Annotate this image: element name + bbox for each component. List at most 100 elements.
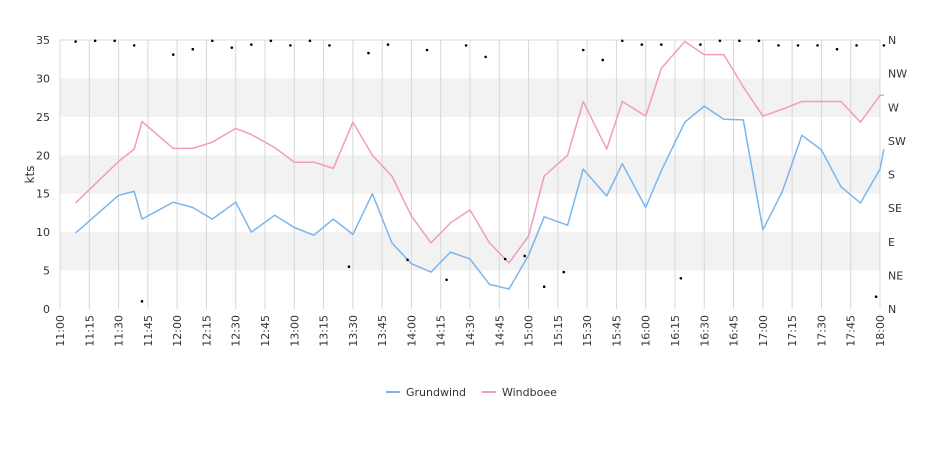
direction-point [250, 43, 253, 46]
x-tick-label: 14:00 [405, 315, 418, 347]
y-tick-label: 30 [36, 72, 50, 85]
direction-point [562, 270, 566, 274]
x-tick-label: 17:15 [786, 315, 799, 347]
direction-point [445, 278, 448, 282]
x-tick-label: 15:15 [552, 315, 565, 347]
direction-point [171, 53, 175, 56]
direction-point [620, 39, 624, 43]
direction-point [210, 39, 214, 43]
direction-point [464, 44, 468, 47]
x-tick-label: 12:30 [230, 315, 243, 347]
x-tick-label: 14:15 [435, 315, 448, 347]
y-tick-label: 0 [43, 303, 50, 316]
legend-label[interactable]: Windboee [502, 386, 557, 399]
direction-point [230, 46, 234, 49]
x-tick-label: 15:00 [523, 315, 536, 347]
direction-point [425, 48, 429, 52]
direction-point [660, 43, 663, 46]
direction-point [874, 295, 878, 299]
direction-point [699, 43, 702, 46]
y-tick-label: 35 [36, 34, 50, 47]
x-tick-label: 15:30 [581, 315, 594, 347]
y-tick-label: 20 [36, 149, 50, 162]
x-tick-label: 15:45 [610, 315, 623, 347]
direction-point [191, 47, 195, 51]
direction-point [308, 39, 312, 43]
y-tick-label: 5 [43, 265, 50, 278]
x-tick-label: 16:15 [669, 315, 682, 347]
direction-point [269, 39, 273, 43]
x-tick-label: 13:30 [347, 315, 360, 347]
direction-point [132, 44, 136, 47]
x-tick-label: 14:45 [493, 315, 506, 347]
x-tick-label: 11:15 [83, 315, 96, 347]
x-tick-label: 17:45 [845, 315, 858, 347]
x-tick-label: 18:00 [874, 315, 887, 347]
direction-point [523, 254, 526, 258]
y-tick-label: 15 [36, 188, 50, 201]
x-tick-label: 11:00 [54, 315, 67, 347]
direction-tick-label: SW [888, 135, 906, 148]
direction-tick-label: W [888, 101, 899, 114]
direction-axis-tick-labels: N NE E SE S SW W NW N [888, 34, 907, 316]
direction-tick-label: S [888, 169, 895, 182]
direction-point [503, 257, 507, 261]
direction-point [367, 51, 370, 55]
x-tick-label: 12:45 [259, 315, 272, 347]
direction-point [738, 39, 741, 43]
direction-point [855, 44, 858, 47]
direction-point [406, 258, 409, 262]
series-line-windboee [75, 40, 884, 264]
direction-point [882, 44, 886, 47]
x-tick-label: 11:45 [142, 315, 155, 347]
direction-points [74, 39, 886, 303]
x-tick-label: 13:15 [318, 315, 331, 347]
direction-point [140, 300, 144, 303]
x-tick-label: 11:30 [113, 315, 126, 347]
y-tick-label: 10 [36, 226, 50, 239]
x-tick-label: 13:00 [288, 315, 301, 347]
direction-point [581, 48, 585, 52]
direction-point [777, 44, 780, 47]
y-axis-label: kts [23, 166, 37, 184]
x-axis-tick-labels: 11:00 11:15 11:30 11:45 12:00 12:15 12:30 12:45… [54, 315, 887, 347]
direction-tick-label: SE [888, 202, 902, 215]
direction-point [74, 40, 77, 43]
x-tick-label: 16:00 [640, 315, 653, 347]
direction-tick-label: NE [888, 269, 903, 282]
vertical-gridlines [59, 40, 881, 309]
direction-point [796, 44, 800, 47]
direction-point [328, 44, 331, 47]
y-tick-label: 25 [36, 111, 50, 124]
direction-point [757, 39, 761, 43]
direction-tick-label: N [888, 303, 896, 316]
x-tick-label: 17:00 [757, 315, 770, 347]
direction-tick-label: N [888, 34, 896, 47]
direction-point [718, 39, 722, 43]
direction-point [113, 39, 116, 43]
y-axis-tick-labels: 0 5 10 15 20 25 30 35 [36, 34, 50, 316]
direction-tick-label: NW [888, 68, 907, 81]
series-line-grundwind [75, 105, 885, 290]
x-tick-label: 13:45 [376, 315, 389, 347]
x-tick-label: 16:45 [728, 315, 741, 347]
direction-point [386, 43, 390, 46]
direction-point [542, 285, 546, 289]
direction-point [484, 55, 487, 59]
direction-point [93, 39, 97, 43]
direction-point [640, 43, 644, 46]
direction-tick-label: E [888, 236, 895, 249]
direction-point [679, 276, 683, 280]
x-tick-label: 12:00 [171, 315, 184, 347]
x-tick-label: 14:30 [464, 315, 477, 347]
direction-point [601, 58, 605, 62]
direction-point [816, 44, 819, 47]
x-tick-label: 12:15 [200, 315, 213, 347]
legend: Grundwind Windboee [386, 386, 557, 399]
series-lines [75, 40, 885, 290]
direction-point [347, 265, 351, 269]
legend-label[interactable]: Grundwind [406, 386, 466, 399]
x-tick-label: 17:30 [815, 315, 828, 347]
